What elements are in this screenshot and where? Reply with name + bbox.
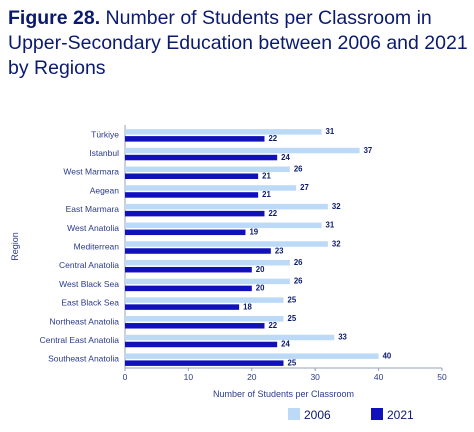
bar-2021	[125, 266, 252, 273]
value-label-2006: 40	[383, 351, 392, 360]
bar-2021	[125, 360, 284, 366]
bar-2006	[125, 203, 328, 210]
value-label-2021: 19	[249, 228, 258, 237]
bar-2021	[125, 173, 259, 179]
value-label-2006: 27	[300, 183, 309, 192]
value-label-2006: 31	[326, 127, 335, 136]
value-label-2021: 22	[268, 134, 277, 143]
value-label-2006: 25	[288, 295, 297, 304]
value-label-2021: 20	[256, 284, 265, 293]
figure-number: Figure 28.	[8, 7, 101, 29]
value-label-2021: 21	[262, 171, 271, 180]
bar-2021	[125, 248, 271, 254]
bar-2021	[125, 192, 259, 198]
category-label: West Anatolia	[67, 223, 119, 233]
x-tick-label: 0	[123, 372, 128, 382]
category-label: East Black Sea	[61, 298, 119, 308]
bar-2006	[125, 222, 322, 229]
category-label: Northeast Anatolia	[50, 316, 120, 326]
bar-2021	[125, 304, 240, 310]
category-label: Mediterrean	[74, 242, 120, 252]
value-label-2006: 25	[288, 314, 297, 323]
y-axis-label: Region	[10, 232, 20, 261]
bar-2006	[125, 147, 360, 154]
value-label-2006: 32	[332, 239, 341, 248]
x-tick-label: 40	[374, 372, 384, 382]
legend-swatch-2021	[371, 408, 383, 420]
value-label-2006: 26	[294, 277, 303, 286]
bar-2006	[125, 316, 284, 322]
bar-2006	[125, 259, 290, 266]
x-tick-label: 50	[437, 372, 447, 382]
value-label-2021: 22	[268, 209, 277, 218]
x-axis-label: Number of Students per Classroom	[213, 389, 354, 399]
bar-2021	[125, 210, 265, 217]
bar-2021	[125, 341, 278, 348]
category-label: West Marmara	[63, 167, 119, 177]
value-label-2006: 26	[294, 164, 303, 173]
bar-2021	[125, 154, 278, 161]
category-label: Aegean	[90, 185, 120, 195]
bar-2006	[125, 297, 284, 303]
chart-title: Figure 28. Number of Students per Classr…	[8, 6, 468, 81]
bar-2021	[125, 136, 265, 142]
value-label-2021: 24	[281, 153, 290, 162]
category-label: Türkiye	[91, 129, 119, 139]
x-tick-label: 30	[310, 372, 320, 382]
value-label-2006: 31	[326, 221, 335, 230]
bar-2006	[125, 185, 297, 191]
value-label-2006: 37	[364, 146, 373, 155]
bar-2006	[125, 278, 290, 285]
title-text: Number of Students per Classroom in Uppe…	[8, 7, 468, 79]
category-label: Southeast Anatolia	[48, 354, 119, 364]
value-label-2006: 33	[338, 333, 347, 342]
bar-2006	[125, 241, 328, 247]
category-label: East Marmara	[66, 204, 120, 214]
value-label-2021: 24	[281, 340, 290, 349]
bar-2006	[125, 353, 379, 359]
value-label-2021: 18	[243, 302, 252, 311]
value-label-2006: 26	[294, 258, 303, 267]
category-label: Istanbul	[89, 148, 119, 158]
value-label-2006: 32	[332, 202, 341, 211]
value-label-2021: 20	[256, 265, 265, 274]
value-label-2021: 21	[262, 190, 271, 199]
bar-2021	[125, 285, 252, 292]
bar-2021	[125, 229, 246, 236]
bar-2006	[125, 129, 322, 135]
category-label: West Black Sea	[59, 279, 119, 289]
value-label-2021: 22	[268, 321, 277, 330]
category-label: Central East Anatolia	[40, 335, 120, 345]
value-label-2021: 25	[288, 358, 297, 367]
bar-2006	[125, 166, 290, 172]
value-label-2021: 23	[275, 246, 284, 255]
x-tick-label: 10	[184, 372, 194, 382]
legend-label-2006: 2006	[304, 408, 331, 422]
bar-2006	[125, 334, 335, 341]
bar-2021	[125, 323, 265, 329]
legend-swatch-2006	[288, 408, 300, 420]
legend-label-2021: 2021	[387, 408, 414, 422]
x-tick-label: 20	[247, 372, 257, 382]
category-label: Central Anatolia	[59, 260, 119, 270]
